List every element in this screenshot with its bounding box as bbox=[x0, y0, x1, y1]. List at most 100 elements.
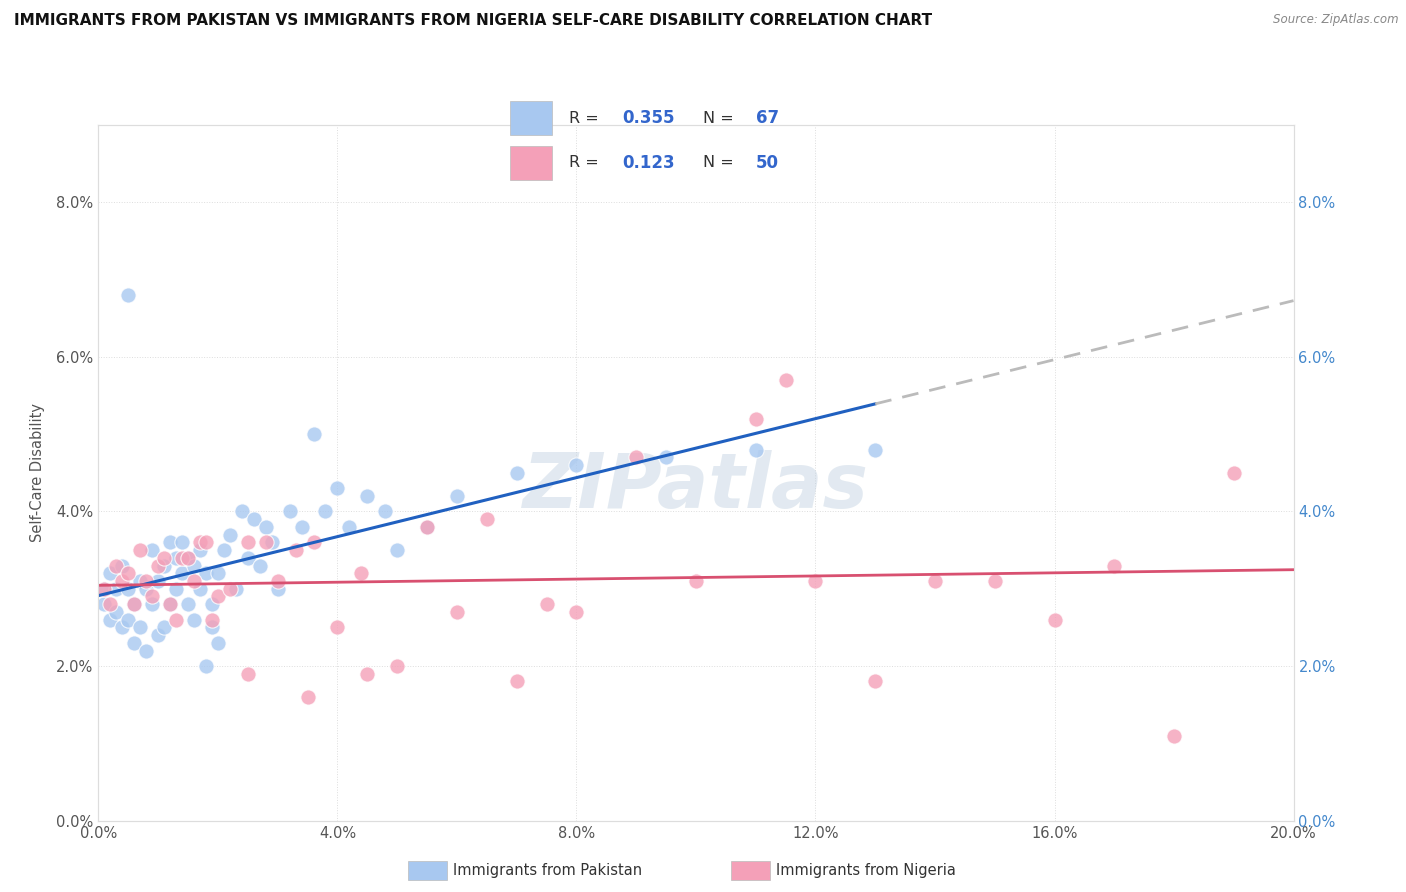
Y-axis label: Self-Care Disability: Self-Care Disability bbox=[30, 403, 45, 542]
Point bbox=[111, 558, 134, 573]
Point bbox=[177, 550, 200, 565]
Point bbox=[201, 613, 224, 627]
Point bbox=[195, 659, 218, 673]
Point bbox=[565, 458, 588, 472]
Point bbox=[165, 550, 187, 565]
Point bbox=[267, 574, 290, 588]
Point bbox=[865, 442, 887, 457]
Point bbox=[207, 590, 229, 604]
Point bbox=[231, 504, 253, 518]
Point bbox=[177, 597, 200, 611]
Point bbox=[315, 504, 337, 518]
Point bbox=[100, 597, 122, 611]
Point bbox=[183, 613, 205, 627]
Point bbox=[177, 550, 200, 565]
Point bbox=[243, 512, 266, 526]
Point bbox=[153, 550, 176, 565]
Point bbox=[1223, 466, 1246, 480]
Point bbox=[153, 620, 176, 634]
Point bbox=[385, 659, 409, 673]
Text: 0.355: 0.355 bbox=[621, 109, 675, 127]
Point bbox=[236, 550, 259, 565]
Text: 0.123: 0.123 bbox=[621, 154, 675, 172]
Point bbox=[446, 605, 468, 619]
Point bbox=[385, 543, 409, 558]
Point bbox=[183, 574, 205, 588]
Point bbox=[297, 690, 319, 704]
Point bbox=[183, 558, 205, 573]
Bar bbox=[510, 101, 551, 135]
Point bbox=[188, 543, 211, 558]
Point bbox=[1104, 558, 1126, 573]
Bar bbox=[510, 146, 551, 180]
Point bbox=[207, 636, 229, 650]
Point bbox=[219, 582, 242, 596]
Point bbox=[302, 427, 325, 442]
Text: R =: R = bbox=[569, 155, 605, 170]
Point bbox=[212, 543, 235, 558]
Point bbox=[225, 582, 247, 596]
Point bbox=[117, 566, 139, 581]
Point bbox=[148, 558, 170, 573]
Point bbox=[117, 582, 139, 596]
Point bbox=[416, 520, 439, 534]
Point bbox=[129, 574, 152, 588]
Point bbox=[129, 620, 152, 634]
Text: R =: R = bbox=[569, 111, 605, 126]
Point bbox=[105, 582, 128, 596]
Point bbox=[1163, 729, 1185, 743]
Point bbox=[111, 574, 134, 588]
Text: Source: ZipAtlas.com: Source: ZipAtlas.com bbox=[1274, 13, 1399, 27]
Point bbox=[416, 520, 439, 534]
Point bbox=[278, 504, 301, 518]
Point bbox=[865, 674, 887, 689]
Point bbox=[135, 643, 157, 657]
Text: IMMIGRANTS FROM PAKISTAN VS IMMIGRANTS FROM NIGERIA SELF-CARE DISABILITY CORRELA: IMMIGRANTS FROM PAKISTAN VS IMMIGRANTS F… bbox=[14, 13, 932, 29]
Text: 67: 67 bbox=[756, 109, 779, 127]
Point bbox=[195, 535, 218, 549]
Point bbox=[446, 489, 468, 503]
Point bbox=[117, 288, 139, 302]
Point bbox=[111, 620, 134, 634]
Point bbox=[172, 535, 194, 549]
Point bbox=[188, 535, 211, 549]
Point bbox=[536, 597, 558, 611]
Point bbox=[356, 666, 378, 681]
Point bbox=[326, 481, 349, 495]
Point bbox=[141, 543, 163, 558]
Point bbox=[506, 674, 529, 689]
Point bbox=[135, 582, 157, 596]
Point bbox=[141, 597, 163, 611]
Point bbox=[207, 566, 229, 581]
Point bbox=[475, 512, 498, 526]
Text: Immigrants from Nigeria: Immigrants from Nigeria bbox=[776, 863, 956, 878]
Point bbox=[219, 527, 242, 541]
Point bbox=[159, 597, 181, 611]
Point bbox=[188, 582, 211, 596]
Point bbox=[254, 520, 277, 534]
Point bbox=[124, 636, 146, 650]
Point bbox=[93, 597, 115, 611]
Point bbox=[236, 535, 259, 549]
Point bbox=[105, 605, 128, 619]
Point bbox=[1043, 613, 1066, 627]
Point bbox=[100, 613, 122, 627]
Point bbox=[350, 566, 373, 581]
Point bbox=[745, 411, 768, 425]
Point bbox=[302, 535, 325, 549]
Text: 50: 50 bbox=[756, 154, 779, 172]
Text: N =: N = bbox=[703, 111, 740, 126]
Point bbox=[201, 620, 224, 634]
Point bbox=[172, 566, 194, 581]
Text: N =: N = bbox=[703, 155, 740, 170]
Point bbox=[195, 566, 218, 581]
Point bbox=[775, 373, 797, 387]
Point bbox=[159, 597, 181, 611]
Point bbox=[254, 535, 277, 549]
Point bbox=[260, 535, 283, 549]
Point bbox=[148, 574, 170, 588]
Point bbox=[565, 605, 588, 619]
Point bbox=[135, 574, 157, 588]
Point bbox=[655, 450, 678, 465]
Point bbox=[153, 558, 176, 573]
